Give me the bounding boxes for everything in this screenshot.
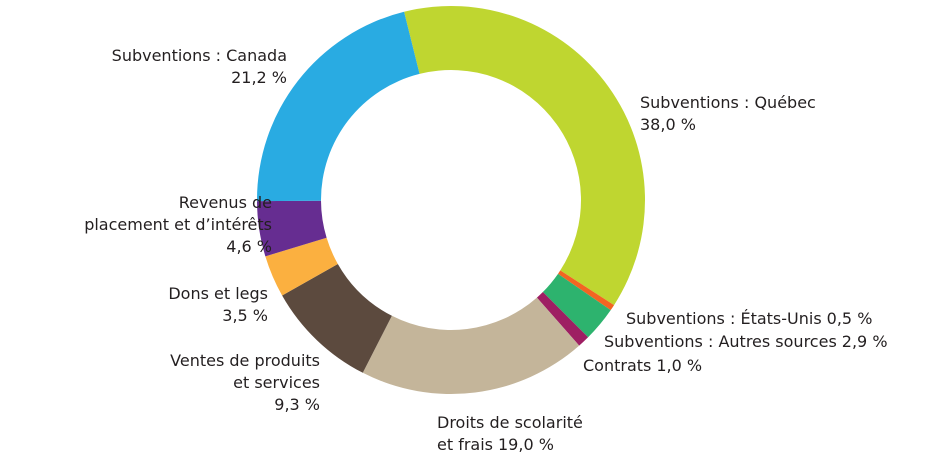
value-label: 0,5 % — [826, 309, 873, 328]
value-label: 4,6 % — [226, 237, 272, 256]
category-name: Contrats — [583, 356, 652, 375]
slice — [362, 297, 580, 394]
slice-label: Subventions : Canada 21,2 % — [112, 45, 287, 89]
slice-label: Ventes de produits et services 9,3 % — [170, 350, 320, 416]
category-name: Ventes de produits et services — [170, 351, 320, 392]
category-name: Revenus de placement et d’intérêts — [84, 193, 272, 234]
category-name: Droits de scolarité et frais — [437, 413, 583, 454]
value-label: 38,0 % — [640, 115, 696, 134]
slice — [536, 291, 589, 346]
category-name: Subventions : États-Unis — [626, 309, 822, 328]
value-label: 19,0 % — [498, 435, 554, 454]
slice-label: Revenus de placement et d’intérêts 4,6 % — [84, 192, 272, 258]
value-label: 2,9 % — [841, 332, 888, 351]
value-label: 3,5 % — [222, 306, 268, 325]
slice-label: Dons et legs 3,5 % — [168, 283, 268, 327]
category-name: Dons et legs — [168, 284, 268, 303]
slice — [265, 237, 338, 296]
value-label: 1,0 % — [656, 356, 703, 375]
slice-label: Subventions : États-Unis 0,5 % — [626, 308, 872, 330]
value-label: 21,2 % — [231, 68, 287, 87]
slice — [282, 263, 392, 373]
value-label: 9,3 % — [274, 395, 320, 414]
category-name: Subventions : Canada — [111, 46, 287, 65]
slice — [404, 5, 646, 306]
slice-label: Subventions : Québec 38,0 % — [640, 92, 816, 136]
slice — [257, 200, 327, 257]
slice-label: Droits de scolarité et frais 19,0 % — [437, 412, 583, 456]
slice — [256, 11, 420, 202]
category-name: Subventions : Autres sources — [604, 332, 837, 351]
slice-label: Contrats 1,0 % — [583, 355, 702, 377]
category-name: Subventions : Québec — [640, 93, 816, 112]
slice-label: Subventions : Autres sources 2,9 % — [604, 331, 888, 353]
slice — [542, 273, 611, 338]
slice — [558, 270, 615, 311]
